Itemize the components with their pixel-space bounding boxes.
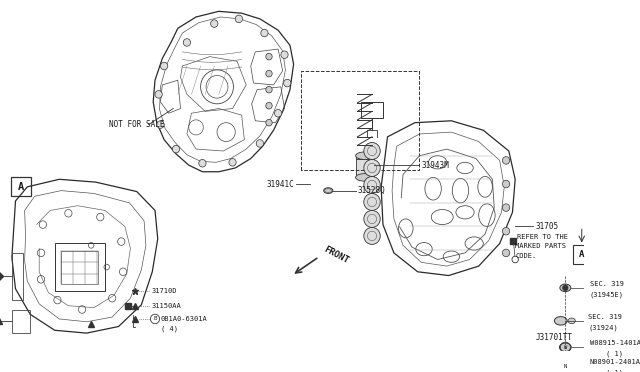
Circle shape — [183, 39, 191, 46]
Text: B: B — [153, 317, 157, 321]
Circle shape — [229, 158, 236, 166]
Text: CODE.: CODE. — [515, 253, 536, 259]
Bar — [573, 246, 591, 264]
Circle shape — [512, 256, 518, 263]
Circle shape — [155, 91, 163, 98]
Circle shape — [502, 227, 509, 235]
Bar — [11, 177, 31, 196]
Text: MARKED PARTS: MARKED PARTS — [515, 243, 566, 249]
Text: NOT FOR SALE: NOT FOR SALE — [109, 120, 165, 129]
Bar — [356, 154, 374, 158]
Circle shape — [364, 176, 380, 193]
Circle shape — [266, 119, 272, 126]
Circle shape — [172, 145, 180, 153]
Circle shape — [266, 70, 272, 77]
Ellipse shape — [559, 362, 572, 371]
Text: ( 1): ( 1) — [606, 351, 623, 357]
Circle shape — [256, 140, 264, 147]
Text: 31705: 31705 — [535, 222, 558, 231]
Circle shape — [502, 157, 509, 164]
Circle shape — [266, 53, 272, 60]
Text: 31528Q: 31528Q — [357, 186, 385, 195]
Text: N08901-2401A: N08901-2401A — [590, 359, 640, 365]
Circle shape — [364, 227, 380, 244]
Text: A: A — [579, 250, 584, 259]
Text: ( 1): ( 1) — [606, 369, 623, 372]
Circle shape — [502, 180, 509, 188]
Circle shape — [275, 109, 282, 117]
Text: (31924): (31924) — [588, 324, 618, 331]
Circle shape — [199, 160, 206, 167]
Ellipse shape — [324, 188, 333, 193]
Bar — [61, 251, 97, 284]
Ellipse shape — [568, 318, 575, 324]
Text: 31710D: 31710D — [152, 288, 177, 294]
Circle shape — [157, 121, 164, 128]
Bar — [356, 158, 374, 177]
Bar — [54, 243, 105, 291]
Text: SEC. 319: SEC. 319 — [588, 314, 622, 320]
Ellipse shape — [356, 174, 374, 181]
Circle shape — [364, 142, 380, 160]
Text: A: A — [18, 182, 24, 192]
Ellipse shape — [554, 317, 567, 325]
Text: 0B1A0-6301A: 0B1A0-6301A — [161, 316, 207, 322]
Text: J31701TT: J31701TT — [536, 333, 573, 341]
Circle shape — [266, 102, 272, 109]
Ellipse shape — [560, 284, 571, 292]
Circle shape — [281, 51, 288, 58]
Circle shape — [563, 285, 568, 291]
Text: N: N — [564, 364, 567, 369]
Circle shape — [161, 62, 168, 70]
Circle shape — [502, 204, 509, 211]
Text: REFER TO THE: REFER TO THE — [517, 234, 568, 240]
Circle shape — [502, 249, 509, 257]
Text: W: W — [564, 345, 567, 350]
Text: FRONT: FRONT — [322, 244, 350, 265]
Ellipse shape — [356, 152, 374, 160]
Text: W08915-1401A: W08915-1401A — [590, 340, 640, 346]
Text: ( 4): ( 4) — [161, 325, 178, 332]
Circle shape — [236, 15, 243, 23]
Circle shape — [211, 20, 218, 28]
Circle shape — [364, 160, 380, 176]
Text: (31945E): (31945E) — [590, 291, 624, 298]
Text: 31943M: 31943M — [421, 161, 449, 170]
Circle shape — [260, 29, 268, 37]
Circle shape — [364, 211, 380, 227]
Circle shape — [266, 86, 272, 93]
Text: SEC. 319: SEC. 319 — [590, 281, 624, 287]
Text: 31150AA: 31150AA — [152, 303, 181, 309]
Text: 31941C: 31941C — [267, 180, 294, 189]
Circle shape — [284, 79, 291, 87]
Ellipse shape — [559, 343, 572, 352]
Circle shape — [364, 193, 380, 211]
